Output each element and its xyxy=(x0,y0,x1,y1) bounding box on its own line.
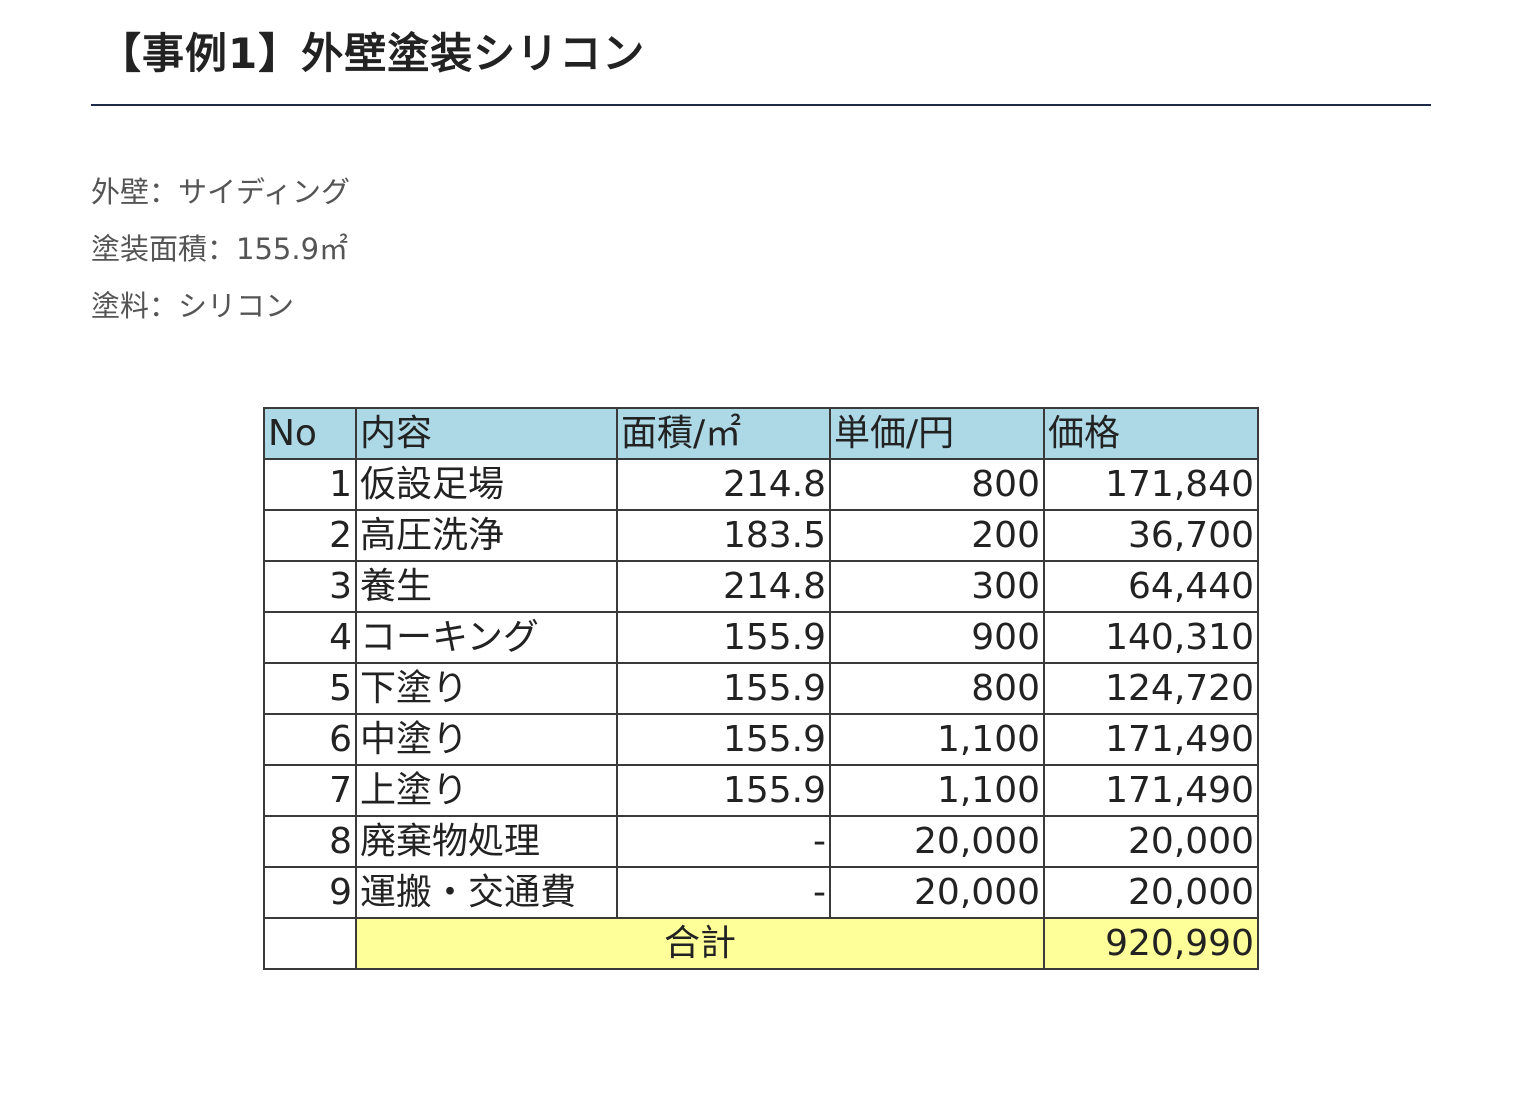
row-area: 183.5 xyxy=(616,509,831,562)
row-price: 36,700 xyxy=(1043,509,1259,562)
row-no: 9 xyxy=(263,866,357,919)
row-area: 155.9 xyxy=(616,713,831,766)
row-unit-price: 1,100 xyxy=(829,764,1045,817)
row-area: 155.9 xyxy=(616,662,831,715)
total-empty-cell xyxy=(263,917,357,970)
header-area: 面積/㎡ xyxy=(616,407,831,460)
row-area: - xyxy=(616,815,831,868)
row-price: 171,840 xyxy=(1043,458,1259,511)
row-item: 中塗り xyxy=(355,713,618,766)
row-area: - xyxy=(616,866,831,919)
row-no: 7 xyxy=(263,764,357,817)
row-unit-price: 800 xyxy=(829,662,1045,715)
row-price: 140,310 xyxy=(1043,611,1259,664)
row-unit-price: 800 xyxy=(829,458,1045,511)
row-item: 運搬・交通費 xyxy=(355,866,618,919)
row-price: 171,490 xyxy=(1043,713,1259,766)
spec-wall-type: 外壁：サイディング xyxy=(91,175,350,209)
row-area: 155.9 xyxy=(616,764,831,817)
header-unit-price: 単価/円 xyxy=(829,407,1045,460)
row-no: 1 xyxy=(263,458,357,511)
section-heading: 【事例1】外壁塗装シリコン xyxy=(91,22,1431,106)
row-unit-price: 1,100 xyxy=(829,713,1045,766)
row-area: 155.9 xyxy=(616,611,831,664)
table-row: 1 仮設足場 214.8 800 171,840 xyxy=(263,458,1259,511)
row-no: 8 xyxy=(263,815,357,868)
table-row: 6 中塗り 155.9 1,100 171,490 xyxy=(263,713,1259,766)
row-no: 3 xyxy=(263,560,357,613)
row-item: 仮設足場 xyxy=(355,458,618,511)
row-unit-price: 300 xyxy=(829,560,1045,613)
header-price: 価格 xyxy=(1043,407,1259,460)
section-title: 【事例1】外壁塗装シリコン xyxy=(99,29,646,78)
table-row: 2 高圧洗浄 183.5 200 36,700 xyxy=(263,509,1259,562)
row-item: 下塗り xyxy=(355,662,618,715)
table-header-row: No 内容 面積/㎡ 単価/円 価格 xyxy=(263,407,1259,460)
row-price: 64,440 xyxy=(1043,560,1259,613)
row-area: 214.8 xyxy=(616,458,831,511)
row-area: 214.8 xyxy=(616,560,831,613)
row-item: 上塗り xyxy=(355,764,618,817)
row-item: 養生 xyxy=(355,560,618,613)
spec-list: 外壁：サイディング 塗装面積：155.9㎡ 塗料：シリコン xyxy=(91,170,350,341)
total-label: 合計 xyxy=(355,917,1045,970)
table-row: 7 上塗り 155.9 1,100 171,490 xyxy=(263,764,1259,817)
table-row: 8 廃棄物処理 - 20,000 20,000 xyxy=(263,815,1259,868)
spec-paint-area: 塗装面積：155.9㎡ xyxy=(91,232,349,266)
row-unit-price: 200 xyxy=(829,509,1045,562)
row-item: 高圧洗浄 xyxy=(355,509,618,562)
row-unit-price: 20,000 xyxy=(829,866,1045,919)
table-row: 4 コーキング 155.9 900 140,310 xyxy=(263,611,1259,664)
row-unit-price: 20,000 xyxy=(829,815,1045,868)
row-price: 20,000 xyxy=(1043,866,1259,919)
row-item: コーキング xyxy=(355,611,618,664)
table-row: 5 下塗り 155.9 800 124,720 xyxy=(263,662,1259,715)
table-row: 9 運搬・交通費 - 20,000 20,000 xyxy=(263,866,1259,919)
row-price: 171,490 xyxy=(1043,764,1259,817)
header-no: No xyxy=(263,407,357,460)
row-price: 124,720 xyxy=(1043,662,1259,715)
row-price: 20,000 xyxy=(1043,815,1259,868)
total-row: 合計 920,990 xyxy=(263,917,1259,970)
row-item: 廃棄物処理 xyxy=(355,815,618,868)
header-item: 内容 xyxy=(355,407,618,460)
row-no: 6 xyxy=(263,713,357,766)
total-value: 920,990 xyxy=(1043,917,1259,970)
row-no: 5 xyxy=(263,662,357,715)
row-no: 4 xyxy=(263,611,357,664)
spec-paint-material: 塗料：シリコン xyxy=(91,289,295,323)
row-no: 2 xyxy=(263,509,357,562)
estimate-table: No 内容 面積/㎡ 単価/円 価格 1 仮設足場 214.8 800 171,… xyxy=(263,407,1259,970)
row-unit-price: 900 xyxy=(829,611,1045,664)
table-row: 3 養生 214.8 300 64,440 xyxy=(263,560,1259,613)
